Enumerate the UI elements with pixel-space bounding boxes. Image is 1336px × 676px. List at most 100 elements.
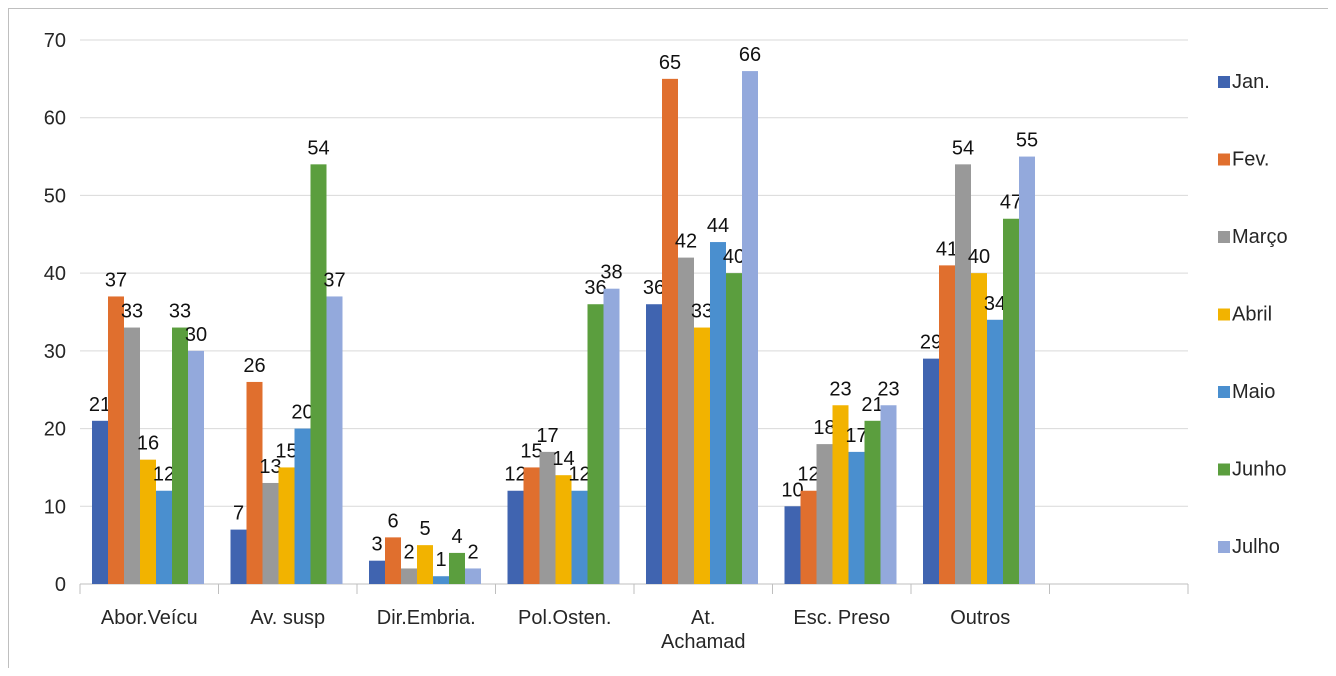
legend-swatch: [1218, 386, 1230, 398]
bar: [92, 420, 108, 584]
data-label: 40: [723, 246, 745, 268]
data-label: 41: [936, 238, 958, 260]
data-label: 7: [233, 503, 244, 525]
data-label: 4: [451, 526, 462, 548]
data-label: 66: [739, 44, 761, 66]
y-tick-label: 30: [44, 341, 66, 363]
chart-frame: [8, 8, 1328, 668]
bar: [710, 242, 726, 585]
bar: [971, 273, 987, 584]
bar: [923, 358, 939, 584]
data-label: 12: [568, 464, 590, 486]
bar: [108, 296, 124, 584]
y-tick-label: 10: [44, 496, 66, 518]
data-label: 16: [137, 433, 159, 455]
bar: [726, 273, 742, 584]
bar: [140, 459, 156, 584]
data-label: 26: [243, 355, 265, 377]
data-label: 30: [185, 324, 207, 346]
bar: [678, 257, 694, 584]
data-label: 54: [307, 137, 329, 159]
legend-swatch: [1218, 231, 1230, 243]
bar: [987, 319, 1003, 584]
x-category-label: Pol.Osten.: [518, 607, 611, 629]
legend-swatch: [1218, 463, 1230, 476]
bar: [188, 350, 204, 584]
x-category-label: Abor.Veícu: [101, 607, 198, 629]
bar: [310, 164, 327, 585]
data-label: 3: [371, 534, 382, 556]
legend-swatch: [1218, 76, 1230, 88]
bar: [465, 568, 481, 584]
bar: [172, 327, 188, 584]
bar: [262, 482, 279, 584]
bar: [507, 490, 524, 584]
data-label: 44: [707, 215, 729, 237]
bar: [694, 327, 710, 584]
data-label: 2: [403, 541, 414, 563]
legend-swatch: [1218, 541, 1230, 553]
data-label: 37: [323, 269, 345, 291]
bar: [1019, 156, 1035, 585]
legend-label: Junho: [1232, 459, 1287, 481]
data-label: 33: [169, 301, 191, 323]
bar: [1003, 218, 1019, 584]
x-category-label: Esc. Preso: [793, 607, 890, 629]
x-category-label: Dir.Embria.: [377, 607, 476, 629]
data-label: 37: [105, 269, 127, 291]
data-label: 12: [797, 464, 819, 486]
bar: [449, 552, 465, 584]
bar: [848, 451, 865, 584]
data-label: 29: [920, 332, 942, 354]
bar: [742, 71, 758, 585]
bar: [816, 444, 833, 584]
data-label: 18: [813, 417, 835, 439]
data-label: 47: [1000, 192, 1022, 214]
legend-label: Jan.: [1232, 71, 1270, 93]
legend-swatch: [1218, 308, 1230, 321]
bar: [880, 405, 897, 584]
bar: [955, 164, 971, 585]
data-label: 12: [504, 464, 526, 486]
data-label: 1: [435, 549, 446, 571]
legend-label: Julho: [1232, 536, 1280, 558]
bar: [294, 428, 311, 584]
data-label: 36: [643, 277, 665, 299]
data-label: 54: [952, 137, 974, 159]
y-tick-label: 0: [55, 574, 66, 596]
y-tick-label: 60: [44, 108, 66, 130]
bar: [587, 304, 604, 584]
data-label: 21: [861, 394, 883, 416]
data-label: 17: [536, 425, 558, 447]
bar: [278, 467, 295, 584]
data-label: 6: [387, 510, 398, 532]
legend-label: Março: [1232, 226, 1288, 248]
y-tick-label: 40: [44, 263, 66, 285]
data-label: 15: [275, 440, 297, 462]
data-label: 55: [1016, 130, 1038, 152]
bar: [662, 78, 678, 584]
bar: [401, 568, 417, 584]
data-label: 10: [781, 479, 803, 501]
bar: [417, 545, 433, 584]
bar: [385, 537, 401, 584]
data-label: 38: [600, 262, 622, 284]
data-label: 15: [520, 440, 542, 462]
y-tick-label: 20: [44, 419, 66, 441]
data-label: 5: [419, 518, 430, 540]
x-category-label: Outros: [950, 607, 1010, 629]
bar: [555, 475, 572, 584]
data-label: 40: [968, 246, 990, 268]
data-label: 17: [845, 425, 867, 447]
data-label: 42: [675, 231, 697, 253]
bar: [124, 327, 140, 584]
data-label: 33: [691, 301, 713, 323]
legend-label: Fev.: [1232, 149, 1269, 171]
bar: [571, 490, 588, 584]
bar: [369, 560, 385, 584]
bar: [156, 490, 172, 584]
data-label: 13: [259, 456, 281, 478]
data-label: 36: [584, 277, 606, 299]
legend-label: Abril: [1232, 304, 1272, 326]
